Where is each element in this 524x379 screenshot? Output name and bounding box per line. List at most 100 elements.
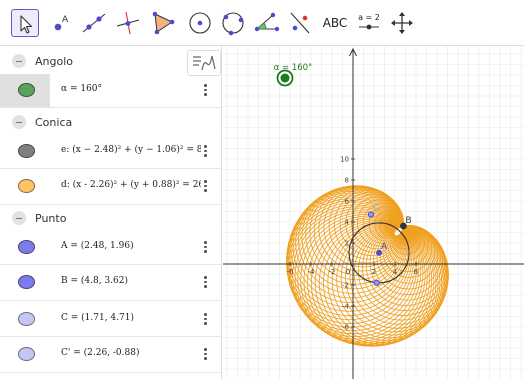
envelope-circle: [292, 208, 426, 342]
algebra-row-A[interactable]: A = (2.48, 1.96): [0, 231, 221, 265]
envelope-circle: [295, 187, 407, 299]
alpha-slider[interactable]: α = 160°: [274, 63, 313, 87]
algebra-row-alpha[interactable]: α = 160°: [0, 74, 221, 108]
circle-center-point-tool-button[interactable]: [186, 9, 214, 37]
x-tick-label: -4: [308, 268, 316, 276]
slider-label: α = 160°: [274, 63, 313, 73]
row-expression[interactable]: α = 160°: [61, 84, 103, 94]
orange-envelope-circles: [286, 185, 449, 347]
polygon-tool-button[interactable]: [149, 9, 177, 37]
visibility-toggle-icon[interactable]: [18, 312, 35, 326]
angle-tool-button[interactable]: [253, 9, 281, 37]
more-options-icon[interactable]: [204, 276, 207, 290]
y-tick-label: 4: [345, 219, 350, 227]
points: A B C: [367, 204, 412, 286]
row-expression[interactable]: C' = (2.26, -0.88): [61, 348, 140, 358]
line-through-points-icon: [82, 13, 106, 33]
move-tool-button[interactable]: [11, 9, 39, 37]
point-label-C: C: [373, 204, 379, 214]
more-options-icon[interactable]: [204, 145, 207, 159]
algebra-graphics-toggle-icon: [193, 55, 216, 71]
envelope-circle: [297, 212, 430, 345]
envelope-circle: [286, 198, 416, 328]
algebra-view: Angolo α = 160° Conica e: (x − 2.48)² + …: [0, 46, 222, 379]
visibility-toggle-icon[interactable]: [18, 83, 35, 97]
envelope-circle: [310, 218, 439, 347]
algebra-row-e[interactable]: e: (x − 2.48)² + (y − 1.06)² = 8.14: [0, 135, 221, 169]
graphics-canvas[interactable]: -6 -4 -2 0 2 4 6 10 8 6 4 2 -2 -4 -6 A B C α = 160°: [223, 46, 524, 379]
group-label: Conica: [35, 115, 73, 129]
x-tick-label: -6: [287, 268, 295, 276]
slider-icon: a = 2: [358, 13, 380, 30]
y-axis-tick-labels: 10 8 6 4 2 -2 -4 -6: [340, 156, 355, 332]
more-options-icon[interactable]: [204, 313, 207, 327]
move-graphics-view-tool-button[interactable]: [388, 9, 416, 37]
point-tool-button[interactable]: A: [48, 9, 76, 37]
circle-with-center-icon: [189, 12, 211, 34]
group-header-conica[interactable]: Conica: [0, 109, 221, 135]
axes: -6 -4 -2 0 2 4 6 10 8 6 4 2 -2 -4 -6: [223, 47, 524, 379]
algebra-row-B[interactable]: B = (4.8, 3.62): [0, 265, 221, 301]
perpendicular-line-tool-button[interactable]: [114, 9, 142, 37]
collapse-icon[interactable]: [12, 211, 26, 225]
slider-tool-button[interactable]: a = 2: [355, 9, 383, 37]
collapse-icon[interactable]: [12, 54, 26, 68]
x-tick-label: -2: [329, 268, 336, 276]
cursor-arrow-icon: [20, 15, 33, 34]
y-tick-label: 10: [340, 156, 349, 164]
y-tick-label: -6: [342, 324, 350, 332]
toolbar: A ABC a = 2: [0, 0, 524, 46]
x-axis-tick-labels: -6 -4 -2 0 2 4 6: [287, 262, 419, 276]
group-header-punto[interactable]: Punto: [0, 205, 221, 231]
visibility-toggle-icon[interactable]: [18, 347, 35, 361]
row-expression[interactable]: A = (2.48, 1.96): [61, 241, 134, 251]
envelope-circle: [288, 204, 422, 338]
more-options-icon[interactable]: [204, 84, 207, 98]
group-header-angolo[interactable]: Angolo: [0, 48, 221, 74]
y-tick-label: 8: [345, 177, 349, 185]
line-tool-button[interactable]: [80, 9, 108, 37]
grid: [223, 46, 524, 379]
algebra-row-d[interactable]: d: (x - 2.26)² + (y + 0.88)² = 26.72: [0, 169, 221, 205]
y-tick-label: -4: [342, 303, 350, 311]
algebra-row-C-prime[interactable]: C' = (2.26, -0.88): [0, 337, 221, 373]
more-options-icon[interactable]: [204, 241, 207, 255]
more-options-icon[interactable]: [204, 348, 207, 362]
point-A[interactable]: [376, 249, 383, 256]
more-options-icon[interactable]: [204, 180, 207, 194]
row-expression[interactable]: B = (4.8, 3.62): [61, 276, 128, 286]
reflect-about-line-tool-button[interactable]: [286, 9, 314, 37]
visibility-toggle-icon[interactable]: [18, 144, 35, 158]
row-expression[interactable]: e: (x − 2.48)² + (y − 1.06)² = 8.14: [61, 145, 201, 155]
svg-text:A: A: [62, 15, 69, 25]
group-label: Angolo: [35, 54, 73, 68]
row-expression[interactable]: d: (x - 2.26)² + (y + 0.88)² = 26.72: [61, 180, 201, 190]
y-axis-arrow-icon: [349, 47, 357, 57]
x-tick-label: 2: [372, 268, 376, 276]
point-label-A: A: [381, 242, 388, 252]
perpendicular-line-icon: [116, 11, 140, 35]
point-C[interactable]: [367, 211, 375, 218]
slider-knob-center: [280, 73, 290, 83]
visibility-toggle-icon[interactable]: [18, 179, 35, 193]
slider-tool-label: a = 2: [358, 13, 380, 22]
circle-through-three-points-icon: [222, 12, 244, 36]
point-B[interactable]: [400, 222, 407, 230]
x-tick-label: 4: [393, 268, 398, 276]
visibility-toggle-icon[interactable]: [18, 240, 35, 254]
algebra-view-toggle-button[interactable]: [187, 50, 221, 76]
visibility-toggle-icon[interactable]: [18, 275, 35, 289]
x-tick-label: 0: [346, 268, 350, 276]
angle-icon: [254, 12, 280, 32]
circle-three-points-tool-button[interactable]: [219, 9, 247, 37]
point-C-prime[interactable]: [373, 279, 380, 286]
graphics-view[interactable]: -6 -4 -2 0 2 4 6 10 8 6 4 2 -2 -4 -6 A B C α = 160°: [223, 46, 524, 379]
collapse-icon[interactable]: [12, 115, 26, 129]
x-tick-label: 6: [414, 268, 419, 276]
text-tool-button[interactable]: ABC: [322, 16, 348, 30]
algebra-row-C[interactable]: C = (1.71, 4.71): [0, 301, 221, 337]
group-label: Punto: [35, 211, 67, 225]
y-tick-label: 2: [345, 240, 349, 248]
polygon-icon: [152, 11, 175, 35]
row-expression[interactable]: C = (1.71, 4.71): [61, 313, 134, 323]
